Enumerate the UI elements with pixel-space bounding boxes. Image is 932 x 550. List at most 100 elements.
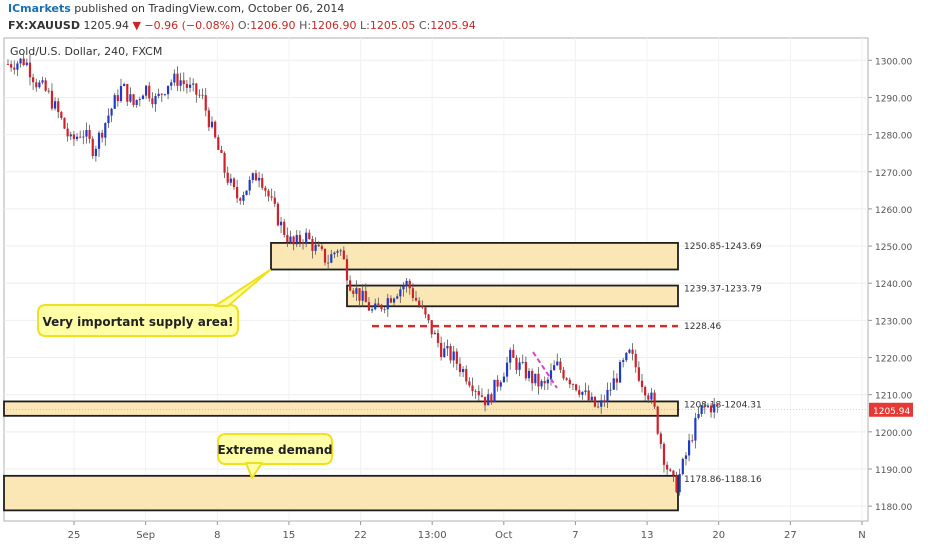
callout-pointer xyxy=(245,462,263,479)
candle-body xyxy=(694,417,697,441)
plot-area[interactable] xyxy=(3,37,869,522)
candle-body xyxy=(295,234,298,245)
candle-body xyxy=(549,370,553,380)
candle-body xyxy=(248,179,251,191)
candle-body xyxy=(436,332,440,343)
candle-body xyxy=(687,440,691,456)
candle-body xyxy=(28,62,32,78)
time-axis[interactable]: 25 Sep 8 15 22 13:00 Oct 7 13 20 27 N xyxy=(68,521,866,541)
price-axis[interactable]: 1180.00 1190.00 1200.00 1210.00 1220.00 1230.… xyxy=(868,57,912,513)
candle-body xyxy=(505,362,509,377)
candle-body xyxy=(647,395,650,400)
candle-body xyxy=(214,121,217,138)
candle-body xyxy=(562,369,565,379)
candle-body xyxy=(72,134,76,140)
candle-body xyxy=(22,58,25,66)
candle-body xyxy=(596,406,600,408)
candle-body xyxy=(179,80,182,86)
current-price-label: 1205.94 xyxy=(873,407,910,417)
chart-header: ICmarkets published on TradingView.com, … xyxy=(0,0,932,36)
candle-body xyxy=(60,112,63,119)
candle-body xyxy=(402,286,405,290)
high-value: 1206.90 xyxy=(311,19,357,32)
candle-body xyxy=(392,298,396,303)
candle-body xyxy=(515,357,518,370)
candle-body xyxy=(57,101,60,113)
open-value: 1206.90 xyxy=(250,19,296,32)
candle-body xyxy=(471,385,474,392)
candle-body xyxy=(82,136,85,138)
candle-body xyxy=(697,414,700,418)
candle-body xyxy=(612,378,615,390)
candle-body xyxy=(25,62,28,66)
candle-body xyxy=(166,85,170,95)
zone-box xyxy=(270,242,679,271)
candle-body xyxy=(540,381,543,387)
x-tick-label: 27 xyxy=(784,530,797,541)
candle-body xyxy=(637,367,640,381)
candle-body xyxy=(502,376,506,383)
candle-body xyxy=(135,99,138,105)
candle-body xyxy=(257,177,261,181)
candle-body xyxy=(229,178,232,183)
candle-body xyxy=(138,99,141,100)
candle-body xyxy=(408,280,411,289)
candle-body xyxy=(377,303,380,305)
candle-body xyxy=(160,93,163,95)
candle-body xyxy=(210,121,214,128)
candle-body xyxy=(452,351,455,361)
candle-body xyxy=(571,384,575,385)
candle-body xyxy=(163,94,167,96)
candle-body xyxy=(345,259,349,281)
publisher-name[interactable]: ICmarkets xyxy=(8,2,71,15)
candle-body xyxy=(468,381,471,386)
candle-body xyxy=(339,250,342,252)
candle-body xyxy=(245,190,248,195)
candle-body xyxy=(145,85,148,96)
candle-body xyxy=(405,280,408,287)
candle-body xyxy=(600,400,603,407)
candle-body xyxy=(675,475,678,493)
candle-body xyxy=(446,346,449,349)
x-tick-label: 13:00 xyxy=(418,530,447,541)
candle-body xyxy=(625,352,628,361)
candle-body xyxy=(527,370,531,379)
candle-body xyxy=(151,98,154,105)
candle-body xyxy=(691,440,694,442)
candle-body xyxy=(709,405,713,413)
price-change: −0.96 (−0.08%) xyxy=(144,19,235,32)
candle-body xyxy=(421,306,424,308)
low-label: L: xyxy=(360,19,370,32)
candle-body xyxy=(681,458,684,475)
candle-body xyxy=(553,365,556,371)
x-tick-label: 15 xyxy=(283,530,296,541)
candle-body xyxy=(63,118,66,129)
candle-body xyxy=(656,406,659,434)
x-tick-label: N xyxy=(858,530,865,541)
high-label: H: xyxy=(299,19,312,32)
candle-body xyxy=(487,394,490,406)
candle-body xyxy=(578,390,581,395)
candle-body xyxy=(223,152,226,173)
candle-body xyxy=(69,134,72,137)
candle-body xyxy=(126,84,129,102)
candle-body xyxy=(443,348,446,358)
symbol-label[interactable]: FX:XAUUSD xyxy=(8,19,80,32)
candle-body xyxy=(666,464,669,470)
candle-body xyxy=(518,362,521,370)
candle-body xyxy=(35,82,38,88)
x-tick-label: 20 xyxy=(712,530,725,541)
candle-body xyxy=(650,392,653,400)
candle-body xyxy=(684,455,688,459)
candle-body xyxy=(226,172,229,183)
candle-body xyxy=(424,307,427,315)
candle-body xyxy=(546,379,549,384)
candle-body xyxy=(13,67,16,70)
candle-body xyxy=(465,369,468,382)
candle-body xyxy=(85,130,88,137)
candle-body xyxy=(185,84,189,88)
candle-body xyxy=(323,248,327,263)
quote-line: FX:XAUUSD 1205.94 ▼ −0.96 (−0.08%) O:120… xyxy=(8,19,476,32)
candle-body xyxy=(584,390,587,392)
